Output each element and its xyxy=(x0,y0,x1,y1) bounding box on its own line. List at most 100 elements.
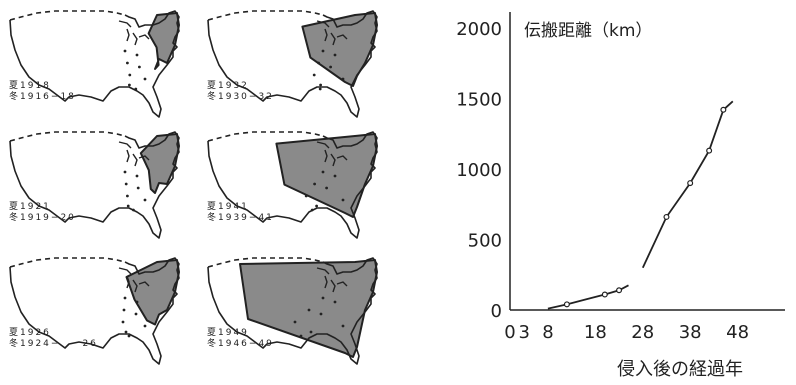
us-outline xyxy=(9,10,180,118)
summer-label: 夏1926 xyxy=(9,327,51,338)
us-outline xyxy=(207,131,378,239)
y-tick-label: 1500 xyxy=(456,90,502,111)
occurrence-dot xyxy=(143,324,147,328)
occurrence-dot xyxy=(143,198,147,202)
summer-label: 夏1918 xyxy=(9,80,51,91)
us-outline xyxy=(9,257,180,365)
range-area xyxy=(139,133,180,194)
occurrence-dot xyxy=(321,49,325,53)
data-point xyxy=(663,213,670,220)
great-lakes xyxy=(316,141,348,167)
data-point xyxy=(563,301,570,308)
canada-border xyxy=(207,131,324,142)
occurrence-dot xyxy=(134,312,138,316)
great-lakes xyxy=(118,141,150,167)
occurrence-dot xyxy=(135,53,139,57)
canada-border xyxy=(9,10,126,21)
occurrence-dot xyxy=(134,87,138,91)
winter-label: 冬1924− 26 xyxy=(9,337,98,349)
occurrence-dot xyxy=(122,308,126,312)
occurrence-dot xyxy=(124,182,128,186)
y-tick-label: 2000 xyxy=(456,19,502,40)
y-tick-label: 500 xyxy=(468,231,502,252)
x-axis-label: 侵入後の経過年 xyxy=(617,359,743,380)
us-outline xyxy=(9,131,180,239)
data-point xyxy=(706,147,713,154)
occurrence-dot xyxy=(341,324,345,328)
summer-label: 夏1941 xyxy=(207,201,249,212)
occurrence-dot xyxy=(127,334,131,338)
x-tick-label: 38 xyxy=(679,322,702,343)
occurrence-dot xyxy=(307,308,311,312)
canada-border xyxy=(9,257,126,268)
us-outline xyxy=(207,257,378,365)
data-point xyxy=(720,106,727,113)
winter-label: 冬1930−32 xyxy=(207,90,274,102)
winter-label: 冬1946−49 xyxy=(207,337,274,349)
occurrence-dot xyxy=(315,204,318,208)
series-line-1 xyxy=(547,284,629,310)
us-outline xyxy=(207,10,378,118)
x-tick-label: 18 xyxy=(584,322,607,343)
x-tick-label: 8 xyxy=(542,322,553,343)
great-lakes xyxy=(316,267,348,293)
y-tick-label: 1000 xyxy=(456,160,502,181)
range-area xyxy=(239,259,378,358)
winter-label: 冬1919−20 xyxy=(9,211,76,223)
x-tick-label: 28 xyxy=(631,322,654,343)
occurrence-dot xyxy=(329,65,332,69)
occurrence-dot xyxy=(135,300,139,304)
occurrence-dot xyxy=(126,61,129,65)
occurrence-dot xyxy=(319,83,322,87)
occurrence-dot xyxy=(143,77,147,81)
canada-border xyxy=(9,131,126,142)
summer-label: 夏1949 xyxy=(207,327,249,338)
data-point xyxy=(616,287,623,294)
winter-label: 冬1939−41 xyxy=(207,211,274,223)
y-tick-label: 0 xyxy=(491,301,502,322)
occurrence-dot xyxy=(325,186,328,190)
occurrence-dot xyxy=(135,174,139,178)
canada-border xyxy=(207,257,324,268)
occurrence-dot xyxy=(126,194,129,198)
y-axis-label: 伝搬距離（km） xyxy=(524,21,652,41)
range-area xyxy=(125,259,180,326)
x-tick-label: 3 xyxy=(518,322,529,343)
occurrence-dot xyxy=(132,208,135,212)
map-panels: 夏1918冬1916−18夏1932冬1930−32夏1921冬1919−20夏… xyxy=(9,10,378,365)
occurrence-dot xyxy=(128,83,131,87)
occurrence-dot xyxy=(318,87,322,91)
winter-label: 冬1916−18 xyxy=(9,90,76,102)
occurrence-dot xyxy=(136,186,140,190)
range-area xyxy=(301,12,378,87)
occurrence-dot xyxy=(128,73,132,77)
occurrence-dot xyxy=(341,198,345,202)
occurrence-dot xyxy=(333,174,337,178)
occurrence-dot xyxy=(299,334,303,338)
occurrence-dot xyxy=(309,330,313,334)
occurrence-dot xyxy=(123,49,127,53)
occurrence-dot xyxy=(123,170,127,174)
occurrence-dot xyxy=(304,194,308,198)
occurrence-dot xyxy=(126,204,130,208)
occurrence-dot xyxy=(313,182,316,186)
data-point xyxy=(687,180,694,187)
occurrence-dot xyxy=(317,61,320,65)
range-area xyxy=(147,12,180,70)
occurrence-dot xyxy=(312,73,316,77)
great-lakes xyxy=(118,267,150,293)
great-lakes xyxy=(118,20,150,46)
range-area xyxy=(275,133,378,218)
occurrence-dot xyxy=(124,330,128,334)
occurrence-dot xyxy=(321,296,325,300)
occurrence-dot xyxy=(310,208,314,212)
summer-label: 夏1921 xyxy=(9,201,51,212)
canada-border xyxy=(207,10,324,21)
data-point xyxy=(601,291,608,298)
